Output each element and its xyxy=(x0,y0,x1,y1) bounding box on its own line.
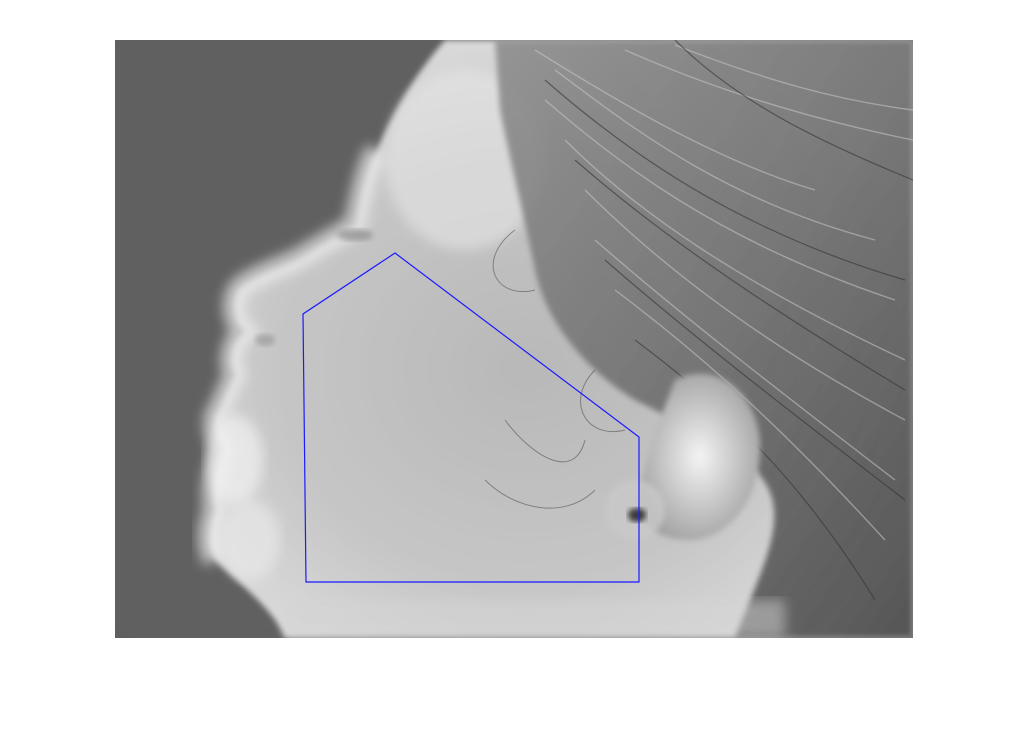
thermal-face-image xyxy=(115,40,913,638)
image-axes xyxy=(115,40,913,638)
ear-region xyxy=(639,373,761,541)
roi-polygon xyxy=(302,252,640,583)
earring-icon xyxy=(628,508,646,522)
hair-region xyxy=(495,40,913,638)
